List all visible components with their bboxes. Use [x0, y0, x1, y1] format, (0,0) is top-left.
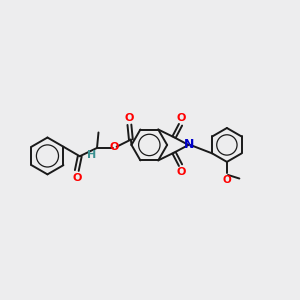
Text: O: O — [223, 175, 231, 185]
Text: O: O — [125, 113, 134, 123]
Text: O: O — [72, 173, 82, 183]
Text: O: O — [176, 167, 186, 177]
Text: O: O — [176, 113, 186, 123]
Text: O: O — [110, 142, 119, 152]
Text: N: N — [184, 138, 194, 151]
Text: H: H — [87, 150, 96, 160]
